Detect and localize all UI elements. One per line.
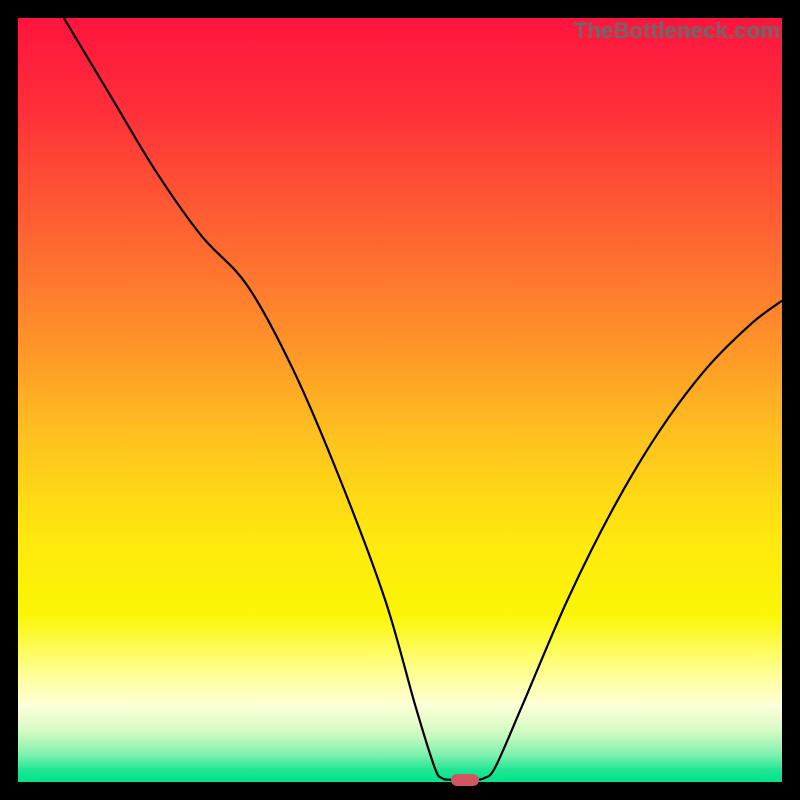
plot-area: TheBottleneck.com bbox=[18, 18, 782, 782]
curve-path bbox=[64, 18, 782, 780]
bottleneck-curve bbox=[18, 18, 782, 782]
chart-frame: TheBottleneck.com bbox=[0, 0, 800, 800]
optimum-marker bbox=[451, 774, 479, 786]
